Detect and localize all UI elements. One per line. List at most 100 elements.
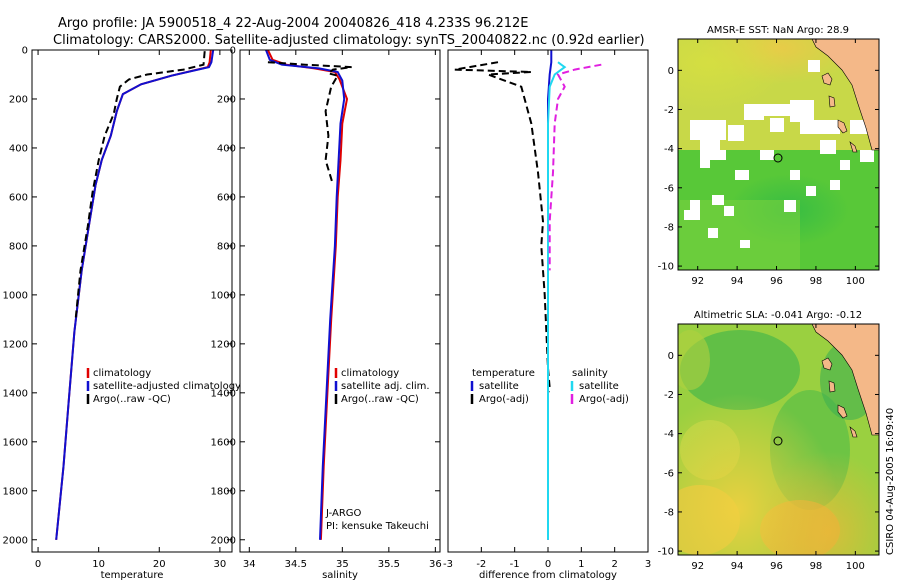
missing-data-cell bbox=[690, 200, 700, 210]
map-x-tick-label: 94 bbox=[731, 276, 744, 287]
missing-data-cell bbox=[790, 100, 814, 122]
missing-data-cell bbox=[830, 180, 840, 190]
y-tick-label: 0 bbox=[22, 46, 28, 57]
y-tick-label: 600 bbox=[9, 192, 28, 203]
legend-entry: climatology bbox=[341, 368, 399, 379]
sla-argo-marker bbox=[773, 436, 783, 446]
missing-data-cell bbox=[744, 104, 764, 120]
map-y-tick-label: -2 bbox=[664, 390, 674, 401]
x-tick-label: 1 bbox=[578, 559, 584, 570]
map-x-tick-label: 96 bbox=[770, 561, 783, 572]
salinity-profile-frame bbox=[239, 49, 441, 553]
y-tick-label: 1800 bbox=[211, 486, 236, 497]
temperature-profile-series bbox=[55, 50, 215, 540]
legend-entry: Argo(-adj) bbox=[579, 394, 629, 405]
map-y-tick-label: -6 bbox=[664, 183, 674, 194]
legend-entry: temperature bbox=[472, 368, 535, 379]
missing-data-cell bbox=[800, 120, 840, 134]
series-climatology bbox=[266, 50, 349, 540]
x-tick-label: 34.5 bbox=[285, 559, 307, 570]
series-argo-raw-qc- bbox=[74, 51, 206, 320]
missing-data-cell bbox=[806, 186, 816, 196]
sumatra-land bbox=[811, 39, 879, 151]
x-tick-label: 20 bbox=[153, 559, 166, 570]
x-tick-label: -3 bbox=[443, 559, 453, 570]
missing-data-cell bbox=[770, 118, 784, 132]
series-salinity-satellite bbox=[547, 61, 567, 540]
map-y-tick-label: -6 bbox=[664, 468, 674, 479]
missing-data-cell bbox=[684, 210, 700, 220]
x-tick-label: 34 bbox=[243, 559, 256, 570]
missing-data-cell bbox=[712, 195, 724, 205]
series-salinity-argo-adj- bbox=[548, 63, 602, 271]
y-tick-label: 1400 bbox=[3, 388, 28, 399]
series-satellite-adjusted-climatology bbox=[55, 50, 215, 540]
map-y-tick-label: 0 bbox=[668, 351, 674, 362]
salinity-profile-series bbox=[265, 50, 352, 540]
x-tick-label: 36 bbox=[429, 559, 442, 570]
y-tick-label: 1000 bbox=[211, 290, 236, 301]
legend-entry: satellite bbox=[479, 381, 519, 392]
map-x-tick-label: 100 bbox=[846, 276, 865, 287]
x-tick-label: 35.5 bbox=[378, 559, 400, 570]
x-axis-label: salinity bbox=[322, 570, 358, 580]
sst-argo-marker bbox=[773, 153, 783, 163]
x-tick-label: 0 bbox=[545, 559, 551, 570]
y-tick-label: 1600 bbox=[211, 437, 236, 448]
y-tick-label: 1200 bbox=[3, 339, 28, 350]
missing-data-cell bbox=[760, 150, 774, 160]
difference-profile: -3 -2 -1 0 1 2 3 difference from climatology tem… bbox=[443, 49, 651, 580]
difference-profile-legend: temperature satellite Argo(-adj) salinity sa… bbox=[470, 368, 629, 405]
y-tick-label: 400 bbox=[217, 143, 236, 154]
title-line-1: Argo profile: JA 5900518_4 22-Aug-2004 2… bbox=[58, 16, 529, 31]
y-tick-label: 600 bbox=[217, 192, 236, 203]
legend-entry: satellite bbox=[579, 381, 619, 392]
legend-entry: climatology bbox=[93, 368, 151, 379]
y-tick-label: 1600 bbox=[3, 437, 28, 448]
missing-data-cell bbox=[820, 140, 836, 154]
map-y-tick-label: -2 bbox=[664, 105, 674, 116]
legend-entry: Argo(..raw -QC) bbox=[341, 394, 419, 405]
missing-data-cell bbox=[740, 240, 750, 248]
y-tick-label: 800 bbox=[217, 241, 236, 252]
y-tick-label: 200 bbox=[217, 94, 236, 105]
map-y-tick-label: -4 bbox=[664, 144, 674, 155]
missing-data-cell bbox=[840, 160, 850, 170]
temperature-profile-frame bbox=[31, 49, 233, 553]
annotation: J-ARGO bbox=[325, 508, 362, 519]
y-tick-label: 800 bbox=[9, 241, 28, 252]
title-line-2: Climatology: CARS2000. Satellite-adjuste… bbox=[53, 33, 645, 48]
x-tick-label: -1 bbox=[510, 559, 520, 570]
y-tick-label: 2000 bbox=[3, 535, 28, 546]
y-tick-label: 1200 bbox=[211, 339, 236, 350]
map-y-tick-label: -8 bbox=[664, 507, 674, 518]
y-tick-label: 1000 bbox=[3, 290, 28, 301]
map-x-tick-label: 100 bbox=[846, 561, 865, 572]
islands bbox=[821, 72, 858, 153]
missing-data-cell bbox=[700, 160, 710, 168]
missing-data-cell bbox=[735, 170, 749, 180]
salinity-profile: 34 34.5 35 35.5 36 0 200 400 600 800 1000 1200 1400 1… bbox=[211, 46, 442, 580]
missing-data-cell bbox=[760, 104, 790, 116]
missing-data-cell bbox=[690, 120, 726, 140]
x-axis-label: temperature bbox=[101, 570, 164, 580]
x-tick-label: 3 bbox=[645, 559, 651, 570]
missing-data-cell bbox=[708, 228, 718, 238]
sumatra-land-2 bbox=[811, 324, 879, 436]
sla-map-frame bbox=[677, 323, 880, 556]
map-y-tick-label: -4 bbox=[664, 429, 674, 440]
sst-map-title: AMSR-E SST: NaN Argo: 28.9 bbox=[707, 25, 849, 36]
missing-data-cell bbox=[724, 206, 734, 216]
legend-entry: satellite-adjusted climatology bbox=[93, 381, 241, 392]
map-y-tick-label: -8 bbox=[664, 222, 674, 233]
sla-map-title: Altimetric SLA: -0.041 Argo: -0.12 bbox=[694, 310, 862, 321]
missing-data-cell bbox=[860, 150, 874, 162]
map-x-tick-label: 92 bbox=[691, 561, 704, 572]
islands-2 bbox=[821, 357, 858, 438]
legend-entry: salinity bbox=[572, 368, 608, 379]
x-tick-label: 0 bbox=[35, 559, 41, 570]
missing-data-cell bbox=[700, 140, 720, 160]
y-tick-label: 1400 bbox=[211, 388, 236, 399]
map-y-tick-label: -10 bbox=[658, 547, 674, 558]
